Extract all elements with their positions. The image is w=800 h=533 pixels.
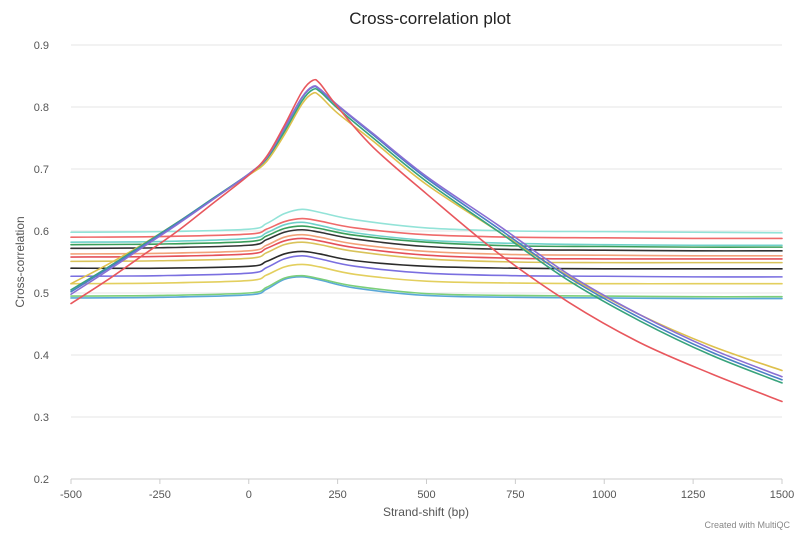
- series-line-15[interactable]: [70, 255, 783, 278]
- series-line-18[interactable]: [70, 276, 783, 300]
- series-line-9[interactable]: [70, 225, 783, 248]
- series-line-12[interactable]: [70, 237, 783, 260]
- series-line-13[interactable]: [70, 241, 783, 264]
- series-layer: [70, 78, 783, 403]
- y-tick-label: 0.5: [34, 288, 49, 300]
- series-line-7[interactable]: [70, 217, 783, 240]
- chart-title: Cross-correlation plot: [349, 9, 511, 28]
- series-line-1[interactable]: [70, 78, 783, 403]
- series-line-14[interactable]: [70, 250, 783, 270]
- x-tick-label: 1000: [592, 489, 616, 501]
- x-tick-label: 1250: [681, 489, 705, 501]
- series-line-17[interactable]: [70, 274, 783, 298]
- y-tick-label: 0.2: [34, 474, 49, 486]
- series-line-11[interactable]: [70, 233, 783, 257]
- x-tick-label: -500: [60, 489, 82, 501]
- x-tick-label: 1500: [770, 489, 794, 501]
- series-line-16[interactable]: [70, 263, 783, 285]
- x-tick-label: -250: [149, 489, 171, 501]
- y-axis-label: Cross-correlation: [13, 216, 27, 307]
- x-tick-label: 750: [506, 489, 524, 501]
- credit-text: Created with MultiQC: [704, 520, 790, 530]
- x-axis-ticks: -500 -250 0 250 500 750 1000 1250 1500: [60, 479, 794, 501]
- y-tick-label: 0.8: [34, 102, 49, 114]
- y-tick-label: 0.9: [34, 40, 49, 52]
- y-tick-label: 0.4: [34, 350, 49, 362]
- x-axis-label: Strand-shift (bp): [383, 505, 469, 519]
- series-line-8[interactable]: [70, 221, 783, 247]
- x-tick-label: 250: [328, 489, 346, 501]
- x-tick-label: 0: [246, 489, 252, 501]
- series-line-2[interactable]: [70, 85, 783, 381]
- series-line-6[interactable]: [70, 208, 783, 234]
- y-tick-label: 0.3: [34, 412, 49, 424]
- y-tick-label: 0.7: [34, 164, 49, 176]
- x-tick-label: 500: [417, 489, 435, 501]
- series-line-5[interactable]: [70, 85, 783, 378]
- y-axis-ticks: 0.2 0.3 0.4 0.5 0.6 0.7 0.8 0.9: [34, 40, 49, 486]
- series-line-10[interactable]: [70, 228, 783, 252]
- y-tick-label: 0.6: [34, 226, 49, 238]
